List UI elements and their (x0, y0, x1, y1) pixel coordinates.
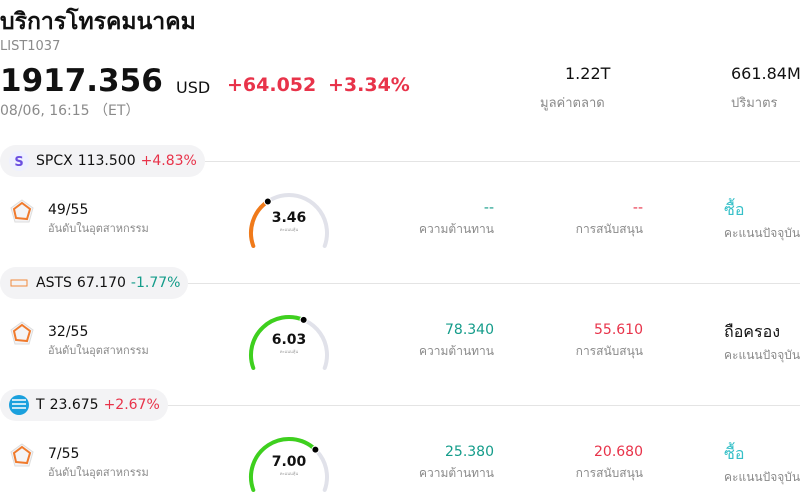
support-label: การสนับสนุน (575, 222, 643, 236)
rank: 49/55 (48, 202, 89, 218)
logo-bg (9, 151, 29, 171)
change-pct: +3.34% (328, 74, 410, 96)
currency: USD (176, 78, 211, 97)
score-label: คะแนนหุ้น (280, 227, 299, 233)
rating-label: คะแนนปัจจุบัน (724, 226, 800, 240)
stock-pill[interactable]: ASTS 67.170 -1.77% (0, 267, 189, 299)
rating-label: คะแนนปัจจุบัน (724, 470, 800, 484)
rank-shape (12, 445, 32, 465)
stock-change: -1.77% (130, 275, 181, 291)
gauge-dot (311, 445, 320, 454)
logo: S (9, 151, 29, 171)
title: บริการโทรคมนาคม (0, 9, 196, 35)
stat-label: ปริมาตร (731, 96, 778, 111)
rating-label: คะแนนปัจจุบัน (724, 348, 800, 362)
ticker: T (36, 397, 45, 413)
stock-price: 67.170 (76, 275, 126, 291)
rank-label: อันดับในอุตสาหกรรม (48, 344, 149, 357)
resistance: -- (483, 200, 494, 216)
time: 08/06, 16:15 （ET） (0, 103, 140, 119)
logo (10, 279, 28, 287)
rank-icon (10, 199, 34, 223)
support: -- (632, 200, 643, 216)
resistance: 25.380 (445, 444, 494, 460)
rating: ซื้อ (724, 444, 745, 463)
stock-change: +2.67% (103, 397, 160, 413)
stat-value: 661.84M (731, 64, 800, 83)
score-label: คะแนนหุ้น (280, 349, 299, 355)
gauge-dot (299, 315, 308, 324)
support: 20.680 (594, 444, 643, 460)
stock-price: 23.675 (49, 397, 99, 413)
gauge-fill (249, 437, 318, 492)
divider (205, 161, 800, 162)
stat-value: 1.22T (565, 64, 611, 83)
logo (10, 279, 28, 287)
resistance-label: ความต้านทาน (419, 222, 494, 236)
support-label: การสนับสนุน (575, 344, 643, 358)
rank-shape (12, 323, 32, 343)
stock-change: +4.83% (140, 153, 197, 169)
stock-pill[interactable]: SPCX 113.500 +4.83% (0, 145, 205, 177)
rank: 32/55 (48, 324, 89, 340)
resistance-label: ความต้านทาน (419, 344, 494, 358)
gauge-fill (249, 199, 270, 248)
score: 3.46 (272, 210, 307, 226)
rank-label: อันดับในอุตสาหกรรม (48, 466, 149, 479)
change: +64.052 (227, 74, 317, 96)
rank-shape (12, 201, 32, 221)
rank-label: อันดับในอุตสาหกรรม (48, 222, 149, 235)
logo-text: S (14, 155, 23, 170)
score: 6.03 (272, 332, 307, 348)
stock-price: 113.500 (77, 153, 136, 169)
rating: ซื้อ (724, 200, 745, 219)
resistance: 78.340 (445, 322, 494, 338)
rank: 7/55 (48, 446, 80, 462)
logo (9, 395, 29, 415)
stat-label: มูลค่าตลาด (540, 96, 605, 111)
divider (188, 283, 800, 284)
ticker: SPCX (36, 153, 73, 169)
support: 55.610 (594, 322, 643, 338)
code: LIST1037 (0, 39, 61, 54)
score: 7.00 (272, 454, 307, 470)
rank-icon (10, 321, 34, 345)
ticker: ASTS (36, 275, 72, 291)
rating: ถือครอง (724, 322, 781, 341)
divider (168, 405, 800, 406)
gauge-fill (249, 315, 306, 370)
score-label: คะแนนหุ้น (280, 471, 299, 477)
price: 1917.356 (0, 63, 163, 99)
support-label: การสนับสนุน (575, 466, 643, 480)
rank-icon (10, 443, 34, 467)
gauge-dot (263, 197, 272, 206)
resistance-label: ความต้านทาน (419, 466, 494, 480)
